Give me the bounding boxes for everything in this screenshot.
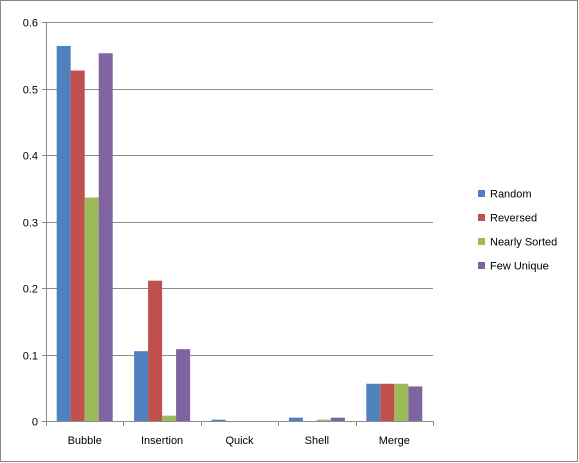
legend: Random Reversed Nearly Sorted Few Unique xyxy=(478,189,557,273)
bar-nearly-sorted-shell xyxy=(316,419,331,421)
x-axis-tick-labels: Bubble Insertion Quick Shell Merge xyxy=(68,435,410,447)
legend-swatch xyxy=(478,190,485,197)
y-tick-label: 0.2 xyxy=(23,284,38,296)
bar-few-unique-insertion xyxy=(176,349,191,421)
x-tick-label: Quick xyxy=(225,435,254,447)
bar-reversed-merge xyxy=(380,383,395,421)
bar-random-shell xyxy=(288,417,303,421)
bar-random-merge xyxy=(366,383,381,421)
axes xyxy=(42,22,434,426)
bar-random-quick xyxy=(211,419,226,421)
y-tick-label: 0.5 xyxy=(23,85,38,97)
bar-random-bubble xyxy=(56,45,71,421)
bar-reversed-bubble xyxy=(70,70,85,422)
y-tick-label: 0.4 xyxy=(23,151,38,163)
x-tick-label: Shell xyxy=(305,435,329,447)
bar-reversed-insertion xyxy=(148,280,163,421)
bar-nearly-sorted-bubble xyxy=(84,197,99,421)
bar-random-insertion xyxy=(134,351,149,421)
legend-swatch xyxy=(478,262,485,269)
bar-few-unique-bubble xyxy=(98,53,113,421)
bar-few-unique-shell xyxy=(330,417,345,421)
bar-nearly-sorted-insertion xyxy=(162,415,177,421)
legend-swatch xyxy=(478,238,485,245)
legend-swatch xyxy=(478,214,485,221)
legend-label: Few Unique xyxy=(490,261,549,273)
bar-few-unique-merge xyxy=(408,386,423,421)
bar-nearly-sorted-merge xyxy=(394,383,409,421)
y-tick-label: 0.3 xyxy=(23,218,38,230)
legend-label: Reversed xyxy=(490,213,537,225)
x-tick-label: Bubble xyxy=(68,435,102,447)
x-tick-label: Insertion xyxy=(141,435,183,447)
y-tick-label: 0 xyxy=(32,417,38,429)
y-tick-label: 0.1 xyxy=(23,351,38,363)
legend-label: Nearly Sorted xyxy=(490,237,557,249)
y-tick-label: 0.6 xyxy=(23,18,38,30)
y-axis-tick-labels: 0 0.1 0.2 0.3 0.4 0.5 0.6 xyxy=(23,18,38,429)
legend-label: Random xyxy=(490,189,532,201)
x-tick-label: Merge xyxy=(379,435,410,447)
bars xyxy=(56,45,423,422)
